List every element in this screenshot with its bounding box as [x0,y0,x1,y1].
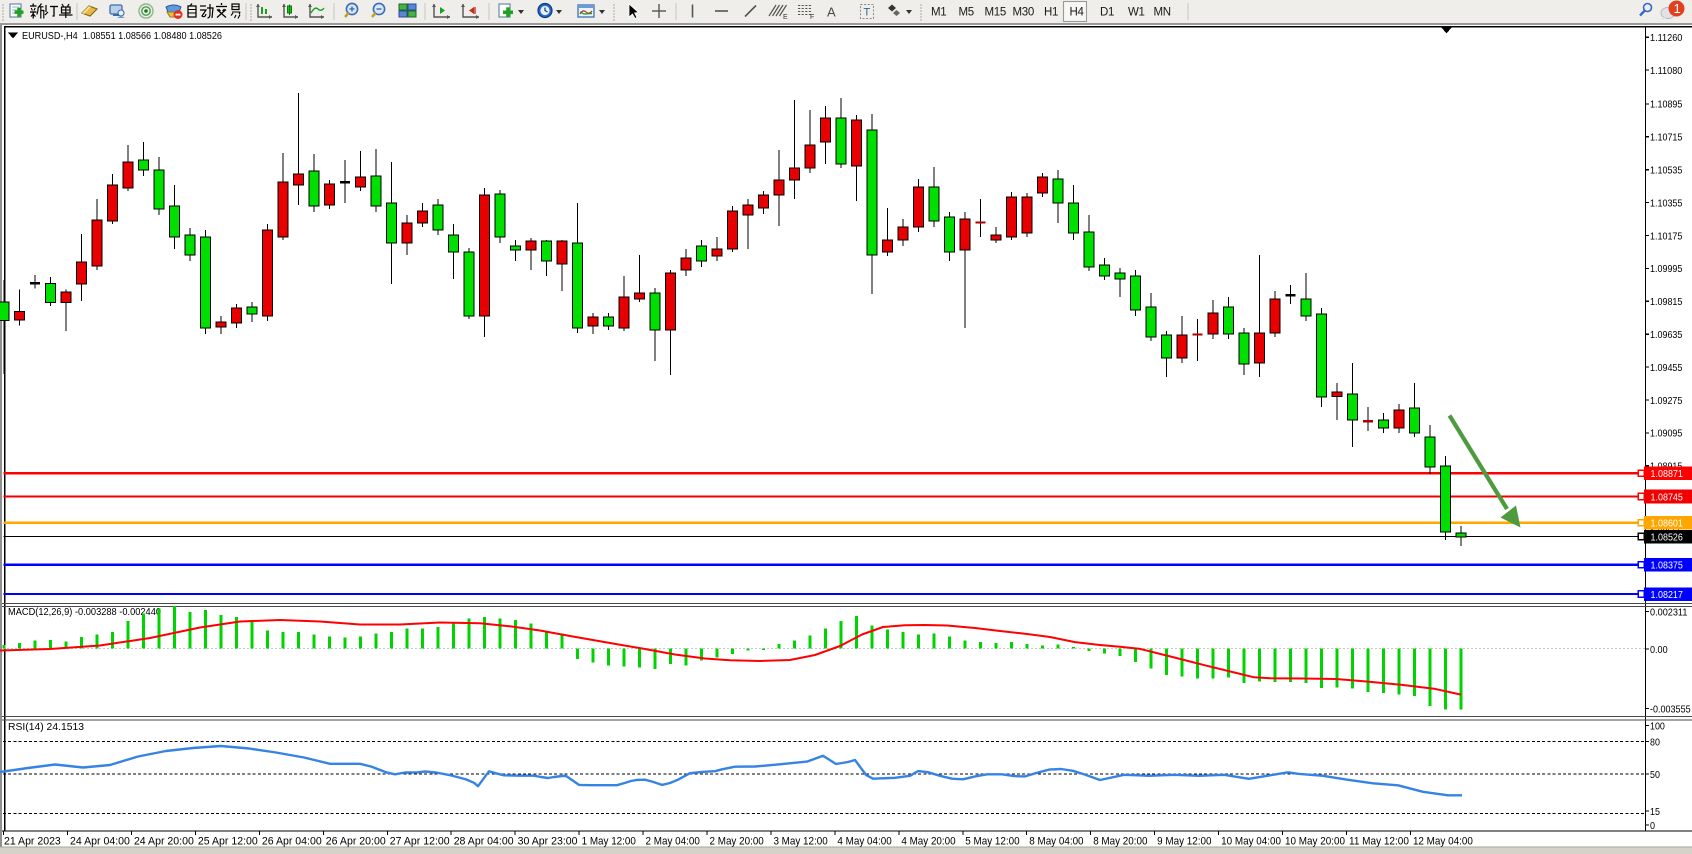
svg-text:2 May 20:00: 2 May 20:00 [710,836,764,848]
svg-text:1.08375: 1.08375 [1651,560,1684,572]
svg-text:1.09815: 1.09815 [1650,296,1683,308]
svg-text:50: 50 [1650,769,1660,781]
svg-text:E: E [783,14,788,21]
svg-text:T: T [864,7,871,19]
svg-text:0.00: 0.00 [1650,644,1668,656]
svg-text:11 May 12:00: 11 May 12:00 [1349,836,1409,848]
svg-text:1.11080: 1.11080 [1650,65,1683,77]
svg-text:-0.003555: -0.003555 [1650,703,1691,715]
svg-text:H4: H4 [1070,7,1085,19]
svg-text:1.09635: 1.09635 [1650,329,1683,341]
svg-text:9 May 12:00: 9 May 12:00 [1157,836,1211,848]
svg-text:M15: M15 [985,7,1006,19]
svg-text:1.08601: 1.08601 [1651,518,1684,530]
svg-text:1: 1 [1674,1,1681,16]
svg-text:8 May 20:00: 8 May 20:00 [1093,836,1147,848]
svg-text:MACD(12,26,9) -0.003288 -0.002: MACD(12,26,9) -0.003288 -0.002440 [8,606,161,618]
svg-text:F: F [810,14,814,21]
svg-text:1.08745: 1.08745 [1651,491,1684,503]
svg-text:1.08871: 1.08871 [1651,468,1684,480]
svg-text:27 Apr 12:00: 27 Apr 12:00 [390,836,450,848]
svg-text:EURUSD-,H4 1.08551 1.08566 1.: EURUSD-,H4 1.08551 1.08566 1.08480 1.085… [22,31,222,42]
svg-text:4 May 04:00: 4 May 04:00 [837,836,891,848]
svg-text:15: 15 [1650,806,1660,818]
svg-text:MN: MN [1154,7,1171,19]
svg-text:26 Apr 04:00: 26 Apr 04:00 [262,836,322,848]
svg-text:28 Apr 04:00: 28 Apr 04:00 [454,836,514,848]
svg-text:2 May 04:00: 2 May 04:00 [646,836,700,848]
svg-text:M30: M30 [1013,7,1034,19]
svg-text:1.11260: 1.11260 [1650,32,1683,44]
svg-text:1.10175: 1.10175 [1650,230,1683,242]
svg-text:4 May 20:00: 4 May 20:00 [901,836,955,848]
svg-text:1.10715: 1.10715 [1650,132,1683,144]
svg-text:10 May 20:00: 10 May 20:00 [1285,836,1345,848]
svg-text:H1: H1 [1044,7,1058,19]
svg-text:1.09275: 1.09275 [1650,395,1683,407]
svg-text:1.10355: 1.10355 [1650,197,1683,209]
svg-text:1.09095: 1.09095 [1650,428,1683,440]
svg-text:26 Apr 20:00: 26 Apr 20:00 [326,836,386,848]
svg-text:1.08217: 1.08217 [1651,589,1684,601]
svg-text:80: 80 [1650,736,1660,748]
svg-text:D1: D1 [1100,7,1114,19]
svg-text:1.09455: 1.09455 [1650,362,1683,374]
svg-text:1 May 12:00: 1 May 12:00 [582,836,636,848]
svg-text:M1: M1 [931,7,946,19]
svg-text:100: 100 [1650,720,1665,732]
svg-text:0: 0 [1650,820,1655,832]
svg-text:24 Apr 04:00: 24 Apr 04:00 [70,836,130,848]
svg-text:3 May 12:00: 3 May 12:00 [773,836,827,848]
svg-text:8 May 04:00: 8 May 04:00 [1029,836,1083,848]
svg-text:30 Apr 23:00: 30 Apr 23:00 [518,836,578,848]
svg-text:21 Apr 2023: 21 Apr 2023 [4,836,61,848]
svg-text:M5: M5 [959,7,974,19]
svg-text:1.10895: 1.10895 [1650,99,1683,111]
svg-text:W1: W1 [1128,7,1145,19]
svg-text:12 May 04:00: 12 May 04:00 [1413,836,1473,848]
svg-text:1.09995: 1.09995 [1650,263,1683,275]
svg-text:0.002311: 0.002311 [1650,606,1688,618]
svg-text:RSI(14) 24.1513: RSI(14) 24.1513 [8,721,84,733]
svg-text:24 Apr 20:00: 24 Apr 20:00 [134,836,194,848]
svg-text:5 May 12:00: 5 May 12:00 [965,836,1019,848]
svg-text:10 May 04:00: 10 May 04:00 [1221,836,1281,848]
svg-text:1.10535: 1.10535 [1650,165,1683,177]
svg-text:A: A [827,5,836,20]
svg-text:1.08526: 1.08526 [1651,531,1684,543]
svg-text:25 Apr 12:00: 25 Apr 12:00 [198,836,258,848]
